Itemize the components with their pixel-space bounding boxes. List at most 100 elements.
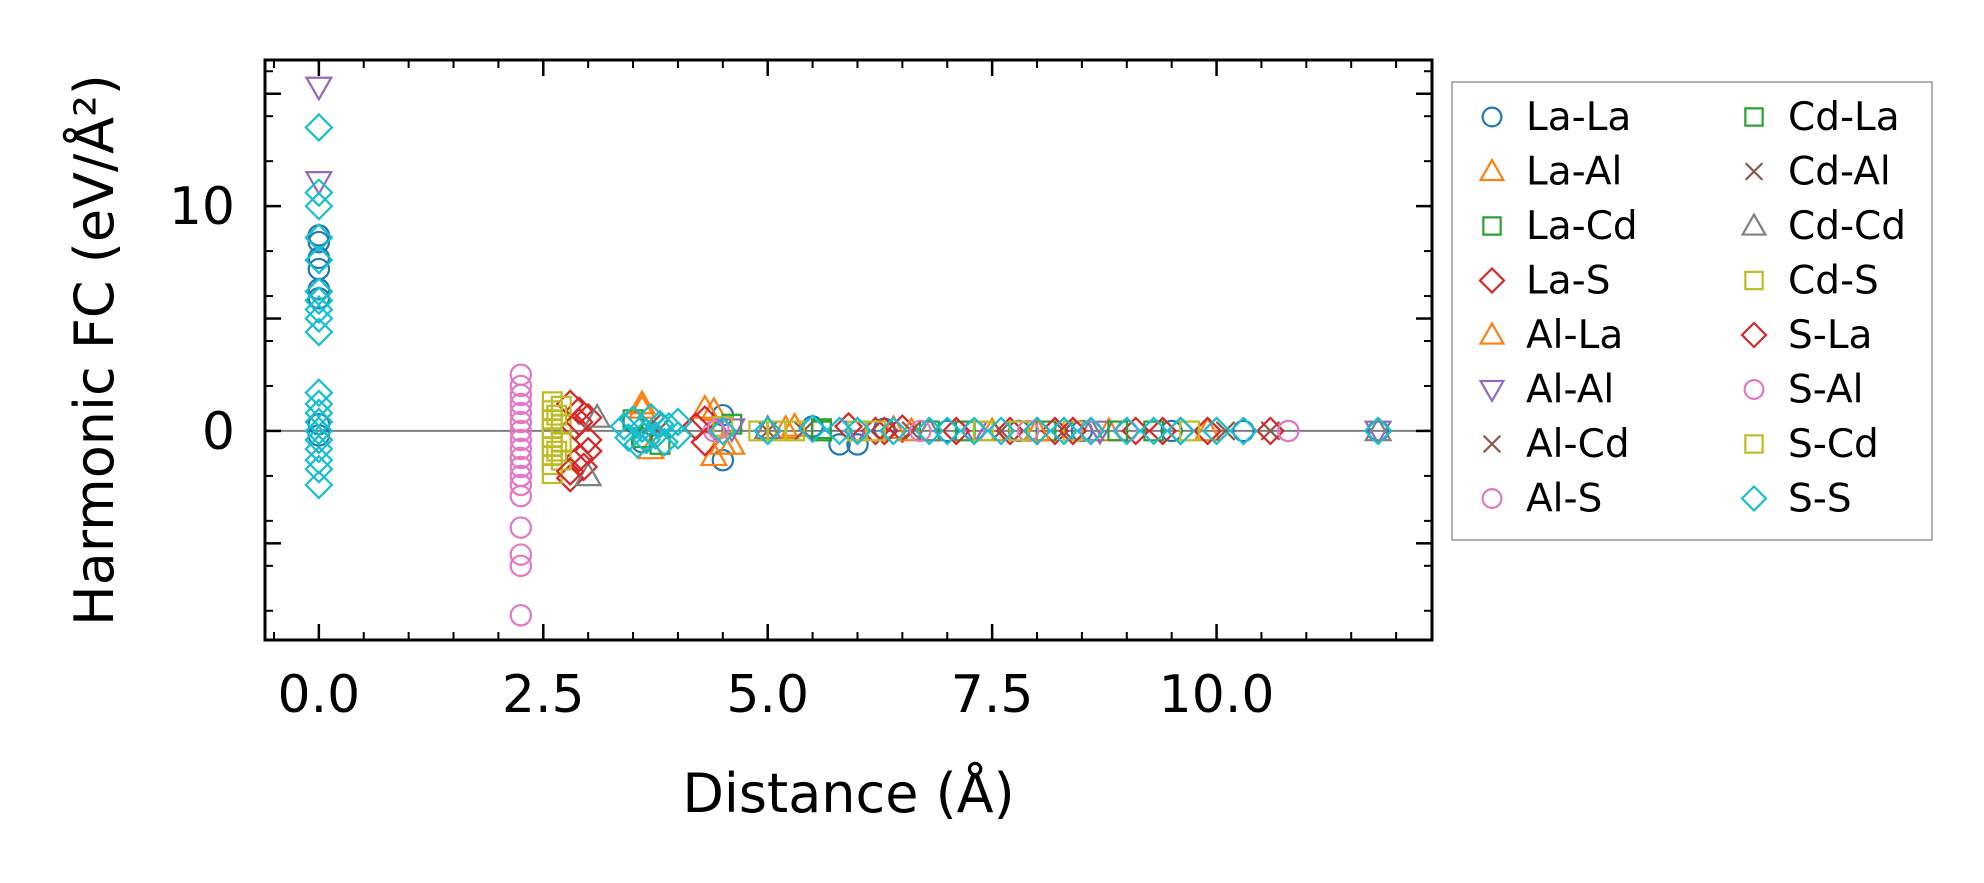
data-point — [766, 420, 788, 442]
y-tick-label: 10 — [169, 177, 235, 237]
legend-entry-label: Al-La — [1526, 313, 1623, 358]
legend-entry-label: La-Al — [1526, 150, 1622, 195]
data-point — [879, 414, 908, 440]
data-point — [564, 407, 594, 437]
legend-entry-label: Cd-S — [1788, 259, 1879, 304]
data-point — [878, 416, 908, 446]
data-point — [828, 433, 851, 456]
series-s-s — [304, 112, 1393, 500]
data-point — [1022, 416, 1052, 446]
series-al-al — [304, 76, 1393, 446]
data-point — [846, 433, 869, 456]
data-point — [1112, 416, 1142, 446]
data-point — [304, 317, 334, 347]
x-tick-label: 0.0 — [278, 665, 361, 725]
legend-marker — [1740, 321, 1768, 349]
data-point — [1139, 416, 1169, 446]
data-point — [1363, 416, 1393, 442]
data-point — [304, 76, 334, 102]
data-point — [1228, 416, 1259, 446]
data-point — [509, 543, 533, 566]
data-point — [509, 437, 533, 461]
plot-marks — [265, 76, 1432, 627]
data-point — [708, 416, 738, 446]
axes: 0.0 2.5 5.0 7.5 10.0 0 10 — [169, 58, 1434, 725]
data-point — [555, 456, 585, 486]
x-tick-label: 5.0 — [726, 665, 809, 725]
series-s-cd — [546, 404, 1030, 462]
data-point — [546, 404, 568, 426]
data-point — [1201, 416, 1232, 446]
legend-entry-label: La-La — [1526, 95, 1631, 140]
data-point — [780, 411, 809, 437]
data-point — [1215, 421, 1236, 441]
data-point — [1008, 420, 1030, 442]
data-point — [509, 455, 533, 479]
legend-entry-label: Cd-Cd — [1788, 204, 1906, 249]
legend-marker — [1743, 379, 1765, 400]
data-point — [609, 411, 639, 441]
data-point — [573, 436, 603, 466]
data-point — [842, 416, 873, 446]
legend-entry-label: La-S — [1526, 259, 1610, 304]
data-point — [631, 425, 662, 455]
data-point — [614, 423, 644, 453]
legend-entry-label: S-La — [1788, 313, 1872, 358]
data-point — [304, 445, 334, 475]
data-point — [1193, 416, 1222, 442]
x-tick-label: 2.5 — [502, 665, 585, 725]
data-point — [1107, 420, 1129, 442]
data-point — [1079, 419, 1103, 443]
data-point — [582, 402, 612, 428]
data-point — [1363, 420, 1393, 446]
data-point — [649, 427, 680, 457]
legend-entry-label: S-Al — [1788, 368, 1864, 413]
data-point — [1363, 416, 1393, 446]
data-point — [509, 392, 533, 416]
data-point — [509, 473, 533, 497]
data-point — [986, 416, 1016, 446]
data-point — [681, 411, 711, 441]
x-axis-label: Distance (Å) — [682, 761, 1014, 825]
data-point — [307, 230, 331, 254]
data-point — [509, 516, 533, 539]
data-point — [627, 414, 657, 444]
legend-box — [1451, 81, 1933, 541]
legend-marker — [1478, 157, 1506, 182]
data-point — [708, 429, 738, 455]
data-point — [972, 420, 994, 442]
data-point — [304, 191, 334, 221]
data-point — [509, 446, 533, 470]
y-tick-label: 0 — [202, 402, 235, 462]
legend-marker — [1744, 270, 1764, 291]
data-point — [509, 604, 533, 627]
data-point — [1143, 420, 1165, 442]
legend-marker — [1744, 162, 1764, 181]
x-tick-label: 10.0 — [1159, 665, 1275, 725]
data-point — [864, 420, 886, 442]
legend-entry-label: Al-Al — [1526, 368, 1614, 413]
data-point — [304, 112, 334, 142]
data-point — [869, 416, 899, 446]
data-point — [1277, 419, 1300, 443]
legend: La-La La-Al La-Cd La-S Al-La Al-Al Al-Cd Al-S Cd… — [1451, 81, 1933, 541]
plot-frame — [263, 58, 1434, 642]
legend-marker — [1478, 266, 1506, 295]
data-point — [304, 303, 334, 334]
data-point — [304, 294, 334, 325]
data-point — [1062, 420, 1084, 442]
legend-marker — [1740, 484, 1768, 513]
data-point — [304, 470, 334, 500]
data-point — [509, 554, 533, 578]
data-point — [573, 402, 603, 432]
data-point — [901, 421, 922, 441]
data-point — [307, 257, 331, 281]
legend-marker — [1744, 434, 1764, 454]
data-point — [887, 414, 917, 444]
legend-marker — [1478, 379, 1506, 404]
data-point — [811, 420, 833, 442]
data-point — [509, 428, 533, 452]
data-point — [1085, 420, 1115, 446]
data-point — [304, 416, 334, 446]
data-point — [645, 409, 675, 439]
